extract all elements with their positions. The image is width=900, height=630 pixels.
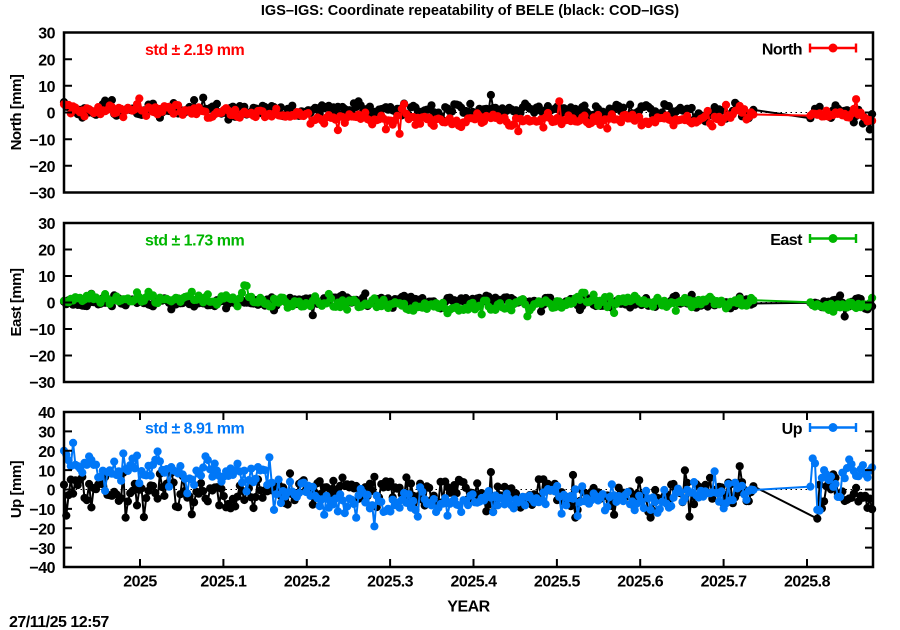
svg-text:10: 10	[38, 269, 55, 286]
svg-text:−40: −40	[29, 560, 55, 577]
svg-text:−20: −20	[29, 159, 55, 176]
svg-text:2025.3: 2025.3	[367, 574, 414, 591]
svg-text:10: 10	[38, 463, 55, 480]
svg-text:30: 30	[38, 425, 55, 442]
svg-text:2025.2: 2025.2	[284, 574, 331, 591]
svg-text:std ± 2.19 mm: std ± 2.19 mm	[145, 42, 244, 59]
svg-text:2025.6: 2025.6	[617, 574, 664, 591]
svg-text:North [mm]: North [mm]	[8, 74, 25, 150]
svg-text:2025.7: 2025.7	[701, 574, 748, 591]
svg-text:−30: −30	[29, 186, 55, 203]
svg-text:20: 20	[38, 52, 55, 69]
svg-text:−10: −10	[29, 322, 55, 339]
svg-text:std ± 8.91 mm: std ± 8.91 mm	[145, 421, 244, 438]
svg-text:2025.1: 2025.1	[200, 574, 247, 591]
svg-text:2025.8: 2025.8	[784, 574, 831, 591]
svg-text:40: 40	[38, 405, 55, 422]
svg-text:2025: 2025	[123, 574, 157, 591]
svg-text:2025.4: 2025.4	[451, 574, 498, 591]
svg-text:20: 20	[38, 243, 55, 260]
svg-text:−10: −10	[29, 502, 55, 519]
svg-text:−20: −20	[29, 349, 55, 366]
svg-text:0: 0	[47, 483, 56, 500]
svg-text:YEAR: YEAR	[447, 599, 490, 616]
svg-text:Up [mm]: Up [mm]	[8, 460, 25, 518]
svg-text:IGS–IGS: Coordinate repeatabil: IGS–IGS: Coordinate repeatability of BEL…	[261, 3, 679, 19]
svg-text:−30: −30	[29, 541, 55, 558]
svg-text:30: 30	[38, 216, 55, 233]
svg-text:Up: Up	[782, 421, 803, 438]
svg-text:−10: −10	[29, 132, 55, 149]
svg-text:2025.5: 2025.5	[534, 574, 581, 591]
svg-text:East: East	[770, 232, 803, 249]
svg-text:−30: −30	[29, 375, 55, 392]
svg-text:−20: −20	[29, 522, 55, 539]
svg-text:20: 20	[38, 444, 55, 461]
svg-text:30: 30	[38, 26, 55, 43]
svg-text:std ± 1.73 mm: std ± 1.73 mm	[145, 232, 244, 249]
svg-text:0: 0	[47, 106, 56, 123]
svg-text:0: 0	[47, 296, 56, 313]
svg-text:27/11/25 12:57: 27/11/25 12:57	[9, 614, 109, 630]
svg-text:East [mm]: East [mm]	[8, 268, 25, 337]
svg-text:10: 10	[38, 79, 55, 96]
svg-text:North: North	[762, 41, 802, 58]
